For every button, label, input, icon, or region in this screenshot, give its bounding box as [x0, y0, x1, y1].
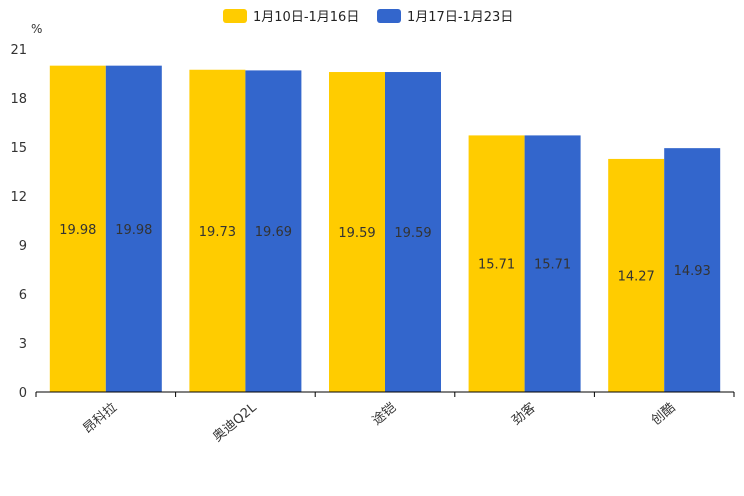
y-axis-unit-label: % [31, 22, 42, 36]
y-tick-label: 15 [10, 141, 27, 156]
x-axis-ticks [35, 392, 735, 397]
bar-series-2-2[interactable] [245, 70, 302, 392]
y-axis-ticks: 0 3 6 9 12 15 18 21 [10, 43, 27, 401]
legend-label-series-1[interactable]: 1月10日-1月16日 [253, 10, 359, 25]
bars [49, 65, 721, 393]
bar-series-1-2[interactable] [189, 69, 246, 392]
bar-series-2-1[interactable] [105, 65, 162, 392]
y-tick-label: 9 [19, 239, 27, 254]
legend-swatch-series-2[interactable] [377, 9, 401, 23]
data-label-series-1-3: 19.59 [338, 226, 375, 241]
x-category-label: 昂科拉 [80, 400, 120, 437]
data-label-series-2-1: 19.98 [115, 223, 152, 238]
y-tick-label: 3 [19, 337, 27, 352]
y-tick-label: 18 [10, 92, 27, 107]
data-label-series-1-2: 19.73 [199, 225, 236, 240]
bar-series-1-3[interactable] [329, 72, 385, 392]
legend[interactable]: 1月10日-1月16日 1月17日-1月23日 [223, 9, 513, 25]
data-label-series-1-5: 14.27 [618, 269, 655, 284]
data-label-series-2-5: 14.93 [674, 264, 711, 279]
bar-series-2-4[interactable] [524, 135, 581, 393]
data-label-series-2-4: 15.71 [534, 258, 571, 273]
x-axis-category-labels: 昂科拉 奥迪Q2L 途铠 劲客 创酷 [80, 400, 678, 446]
data-labels: 19.98 19.73 19.59 15.71 14.27 19.98 19.69 19.59… [59, 223, 711, 285]
x-category-label: 奥迪Q2L [210, 400, 260, 445]
data-label-series-2-3: 19.59 [394, 226, 431, 241]
bar-series-1-1[interactable] [49, 65, 106, 392]
y-tick-label: 21 [10, 43, 27, 58]
x-category-label: 劲客 [509, 400, 539, 429]
legend-label-series-2[interactable]: 1月17日-1月23日 [407, 10, 513, 25]
y-tick-label: 0 [19, 386, 27, 401]
legend-swatch-series-1[interactable] [223, 9, 247, 23]
x-category-label: 途铠 [369, 400, 399, 429]
x-category-label: 创酷 [649, 400, 679, 428]
bar-series-1-5[interactable] [608, 158, 665, 392]
data-label-series-1-4: 15.71 [478, 258, 515, 273]
data-label-series-1-1: 19.98 [59, 223, 96, 238]
bar-series-2-5[interactable] [664, 148, 721, 392]
bar-series-2-3[interactable] [385, 72, 441, 392]
bar-series-1-4[interactable] [468, 135, 525, 393]
data-label-series-2-2: 19.69 [255, 225, 292, 240]
y-tick-label: 12 [10, 190, 27, 205]
y-tick-label: 6 [19, 288, 27, 303]
